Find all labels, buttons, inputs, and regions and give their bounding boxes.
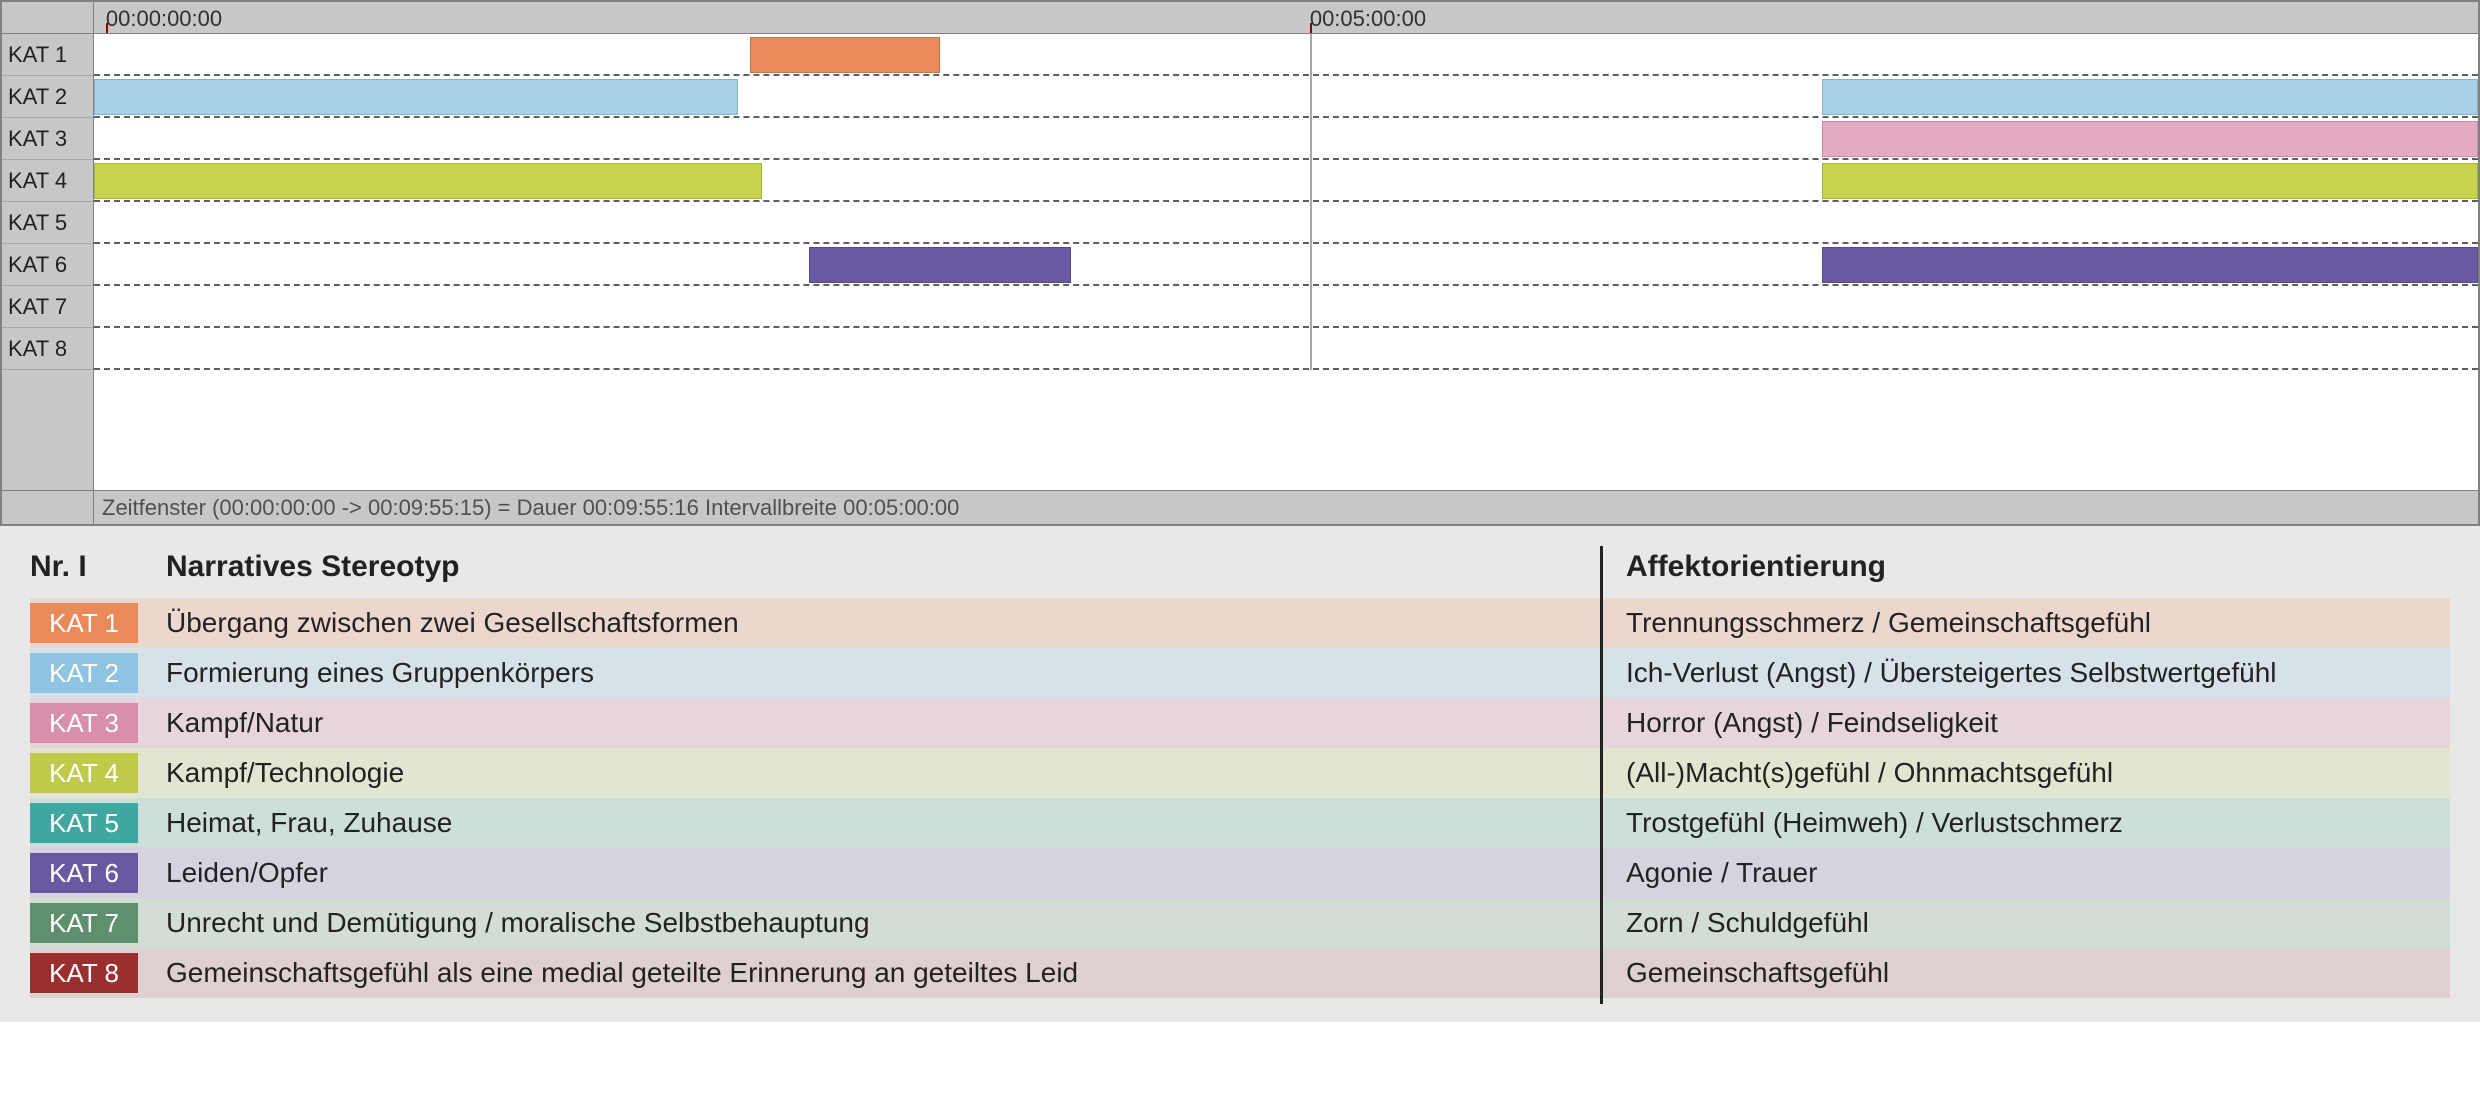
legend-badge: KAT 1 bbox=[30, 603, 138, 643]
legend-badge: KAT 4 bbox=[30, 753, 138, 793]
ruler-tick-label: 00:05:00:00 bbox=[1310, 6, 1426, 32]
tracks-area[interactable] bbox=[94, 34, 2478, 370]
legend-badge: KAT 3 bbox=[30, 703, 138, 743]
legend-narrative: Formierung eines Gruppenkörpers bbox=[166, 657, 1606, 689]
ruler-tick-mark bbox=[106, 23, 108, 33]
status-spacer bbox=[2, 491, 94, 524]
timeline-body: KAT 1KAT 2KAT 3KAT 4KAT 5KAT 6KAT 7KAT 8 bbox=[2, 34, 2478, 370]
legend-table: Nr. I Narratives Stereotyp Affektorienti… bbox=[0, 526, 2480, 1022]
blank-spacer bbox=[2, 370, 94, 490]
legend-row: KAT 6 Leiden/OpferAgonie / Trauer bbox=[30, 848, 2450, 898]
track-label: KAT 5 bbox=[2, 202, 93, 244]
track-row[interactable] bbox=[94, 202, 2478, 244]
legend-affect: Ich-Verlust (Angst) / Übersteigertes Sel… bbox=[1606, 657, 2450, 689]
track-label: KAT 1 bbox=[2, 34, 93, 76]
track-label: KAT 8 bbox=[2, 328, 93, 370]
ruler-tick-label: 00:00:00:00 bbox=[106, 6, 222, 32]
legend-narrative: Kampf/Natur bbox=[166, 707, 1606, 739]
time-cursor-line bbox=[1310, 34, 1312, 370]
legend-affect: Trennungsschmerz / Gemeinschaftsgefühl bbox=[1606, 607, 2450, 639]
timeline-segment[interactable] bbox=[1822, 79, 2478, 115]
track-row[interactable] bbox=[94, 328, 2478, 370]
timeline-segment[interactable] bbox=[1822, 121, 2478, 157]
legend-row: KAT 3 Kampf/NaturHorror (Angst) / Feindse… bbox=[30, 698, 2450, 748]
timeline-panel: 00:00:00:0000:05:00:00 KAT 1KAT 2KAT 3KA… bbox=[0, 0, 2480, 526]
timeline-segment[interactable] bbox=[1822, 163, 2478, 199]
ruler-spacer bbox=[2, 2, 94, 33]
track-row[interactable] bbox=[94, 286, 2478, 328]
legend-vertical-divider bbox=[1600, 546, 1603, 1004]
track-row[interactable] bbox=[94, 160, 2478, 202]
legend-badge: KAT 5 bbox=[30, 803, 138, 843]
timeline-empty-area bbox=[2, 370, 2478, 490]
legend-row: KAT 1 Übergang zwischen zwei Gesellschaft… bbox=[30, 598, 2450, 648]
track-row[interactable] bbox=[94, 76, 2478, 118]
legend-row: KAT 4 Kampf/Technologie(All-)Macht(s)gefü… bbox=[30, 748, 2450, 798]
legend-header-narrative: Narratives Stereotyp bbox=[166, 550, 1606, 584]
legend-row: KAT 8 Gemeinschaftsgefühl als eine medial… bbox=[30, 948, 2450, 998]
legend-narrative: Übergang zwischen zwei Gesellschaftsform… bbox=[166, 607, 1606, 639]
blank-area bbox=[94, 370, 2478, 490]
legend-affect: (All-)Macht(s)gefühl / Ohnmachtsgefühl bbox=[1606, 757, 2450, 789]
timeline-segment[interactable] bbox=[809, 247, 1071, 283]
status-text: Zeitfenster (00:00:00:00 -> 00:09:55:15)… bbox=[94, 495, 959, 521]
legend-badge: KAT 6 bbox=[30, 853, 138, 893]
legend-row: KAT 2 Formierung eines GruppenkörpersIch-… bbox=[30, 648, 2450, 698]
legend-badge: KAT 2 bbox=[30, 653, 138, 693]
timeline-segment[interactable] bbox=[94, 163, 762, 199]
ruler-area[interactable]: 00:00:00:00 00:05:00:00 bbox=[94, 2, 2478, 33]
legend-affect: Agonie / Trauer bbox=[1606, 857, 2450, 889]
legend-row: KAT 5 Heimat, Frau, ZuhauseTrostgefühl (H… bbox=[30, 798, 2450, 848]
track-row[interactable] bbox=[94, 34, 2478, 76]
legend-narrative: Heimat, Frau, Zuhause bbox=[166, 807, 1606, 839]
track-label: KAT 4 bbox=[2, 160, 93, 202]
ruler-tick-mark bbox=[1310, 23, 1312, 33]
track-label: KAT 2 bbox=[2, 76, 93, 118]
status-bar: Zeitfenster (00:00:00:00 -> 00:09:55:15)… bbox=[2, 490, 2478, 524]
timeline-segment[interactable] bbox=[94, 79, 738, 115]
track-labels-column: KAT 1KAT 2KAT 3KAT 4KAT 5KAT 6KAT 7KAT 8 bbox=[2, 34, 94, 370]
legend-header: Nr. I Narratives Stereotyp Affektorienti… bbox=[30, 540, 2450, 598]
track-row[interactable] bbox=[94, 118, 2478, 160]
legend-row: KAT 7 Unrecht und Demütigung / moralische… bbox=[30, 898, 2450, 948]
legend-narrative: Leiden/Opfer bbox=[166, 857, 1606, 889]
legend-header-affect: Affektorientierung bbox=[1606, 550, 2450, 584]
legend-affect: Horror (Angst) / Feindseligkeit bbox=[1606, 707, 2450, 739]
legend-narrative: Kampf/Technologie bbox=[166, 757, 1606, 789]
timeline-segment[interactable] bbox=[1822, 247, 2478, 283]
legend-header-nr: Nr. I bbox=[30, 550, 166, 584]
legend-badge: KAT 7 bbox=[30, 903, 138, 943]
time-ruler: 00:00:00:00 00:05:00:00 bbox=[2, 2, 2478, 34]
track-label: KAT 6 bbox=[2, 244, 93, 286]
legend-badge: KAT 8 bbox=[30, 953, 138, 993]
legend-affect: Trostgefühl (Heimweh) / Verlustschmerz bbox=[1606, 807, 2450, 839]
legend-affect: Zorn / Schuldgefühl bbox=[1606, 907, 2450, 939]
track-label: KAT 3 bbox=[2, 118, 93, 160]
timeline-segment[interactable] bbox=[750, 37, 941, 73]
track-row[interactable] bbox=[94, 244, 2478, 286]
legend-affect: Gemeinschaftsgefühl bbox=[1606, 957, 2450, 989]
legend-narrative: Unrecht und Demütigung / moralische Selb… bbox=[166, 907, 1606, 939]
legend-narrative: Gemeinschaftsgefühl als eine medial gete… bbox=[166, 957, 1606, 989]
track-label: KAT 7 bbox=[2, 286, 93, 328]
